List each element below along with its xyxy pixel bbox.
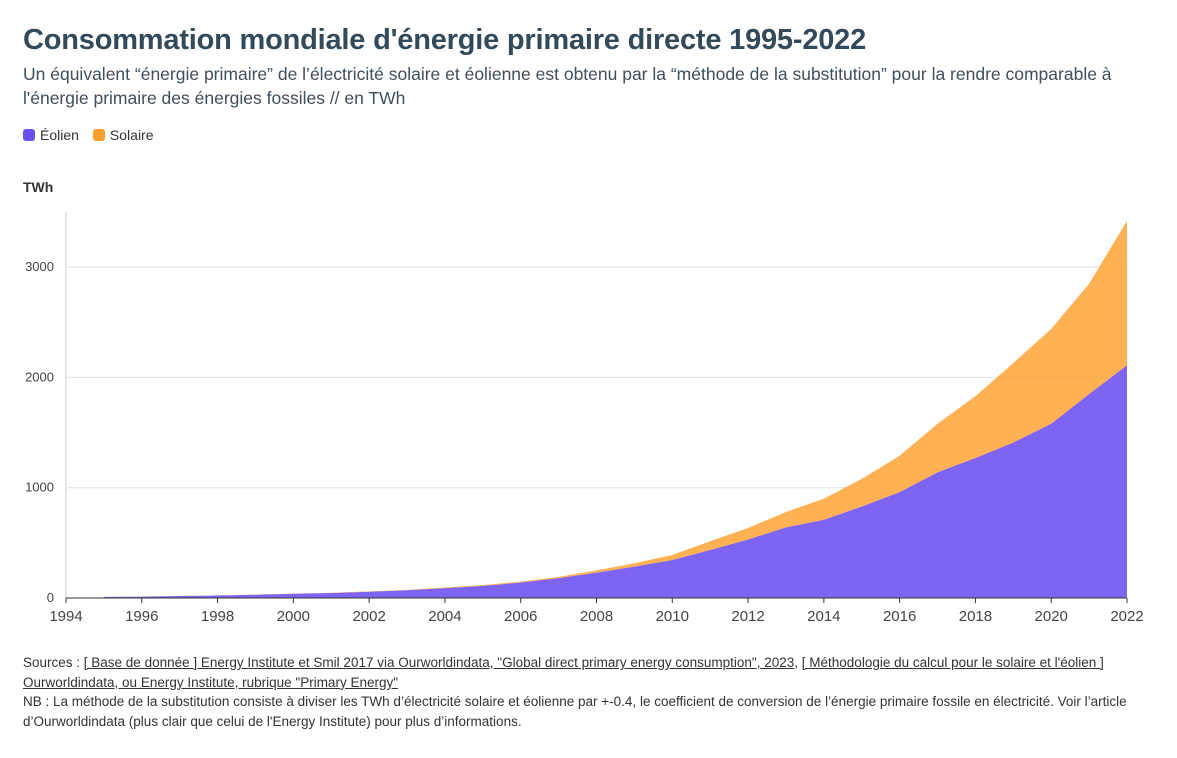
y-tick-label-2000: 2000 [25, 369, 54, 384]
x-tick-label-2000: 2000 [277, 608, 310, 625]
x-tick-label-2004: 2004 [428, 608, 461, 625]
legend-swatch-solaire [92, 129, 105, 141]
x-tick-label-1998: 1998 [201, 608, 234, 625]
legend-item-eolien[interactable]: Éolien [23, 127, 79, 143]
x-tick-label-2018: 2018 [959, 608, 992, 625]
x-tick-label-2012: 2012 [731, 608, 764, 625]
legend: Éolien Solaire [23, 127, 154, 143]
x-tick-label-2016: 2016 [883, 608, 916, 625]
chart-svg: 0 1000 2000 3000 1994 1996 1998 2000 2002 2004 200… [25, 212, 1144, 625]
x-tick-label-2002: 2002 [352, 608, 385, 625]
x-tick-label-2020: 2020 [1035, 608, 1068, 625]
sources-prefix: Sources : [23, 655, 84, 670]
y-tick-label-3000: 3000 [25, 259, 54, 274]
x-tick-label-2022: 2022 [1110, 608, 1143, 625]
chart-subtitle: Un équivalent “énergie primaire” de l’él… [23, 64, 1112, 108]
y-tick-label-0: 0 [47, 590, 54, 605]
footer-note: NB : La méthode de la substitution consi… [23, 694, 1127, 729]
y-tick-label-1000: 1000 [25, 480, 54, 495]
footer: Sources : [ Base de donnée ] Energy Inst… [23, 653, 1153, 731]
legend-label-solaire: Solaire [109, 127, 154, 143]
area-series [103, 220, 1127, 598]
legend-item-solaire[interactable]: Solaire [92, 127, 154, 143]
chart-title: Consommation mondiale d'énergie primaire… [23, 24, 867, 56]
sources-separator: , [794, 655, 802, 670]
sources-line: Sources : [ Base de donnée ] Energy Inst… [23, 653, 1153, 692]
area-eolien [103, 365, 1127, 598]
source-link-database[interactable]: [ Base de donnée ] Energy Institute et S… [83, 655, 795, 670]
axes: 0 1000 2000 3000 1994 1996 1998 2000 2002 2004 200… [25, 212, 1144, 625]
y-axis-unit-label: TWh [23, 179, 54, 195]
x-tick-label-2010: 2010 [656, 608, 689, 625]
legend-label-eolien: Éolien [40, 127, 79, 143]
source-link-methodology[interactable]: [ Méthodologie du calcul pour le solaire… [23, 655, 1104, 690]
x-tick-label-2008: 2008 [580, 608, 613, 625]
x-tick-label-2006: 2006 [504, 608, 537, 625]
x-tick-label-1996: 1996 [125, 608, 158, 625]
legend-swatch-eolien [23, 129, 35, 141]
x-tick-label-1994: 1994 [49, 608, 82, 625]
x-tick-label-2014: 2014 [807, 608, 840, 625]
